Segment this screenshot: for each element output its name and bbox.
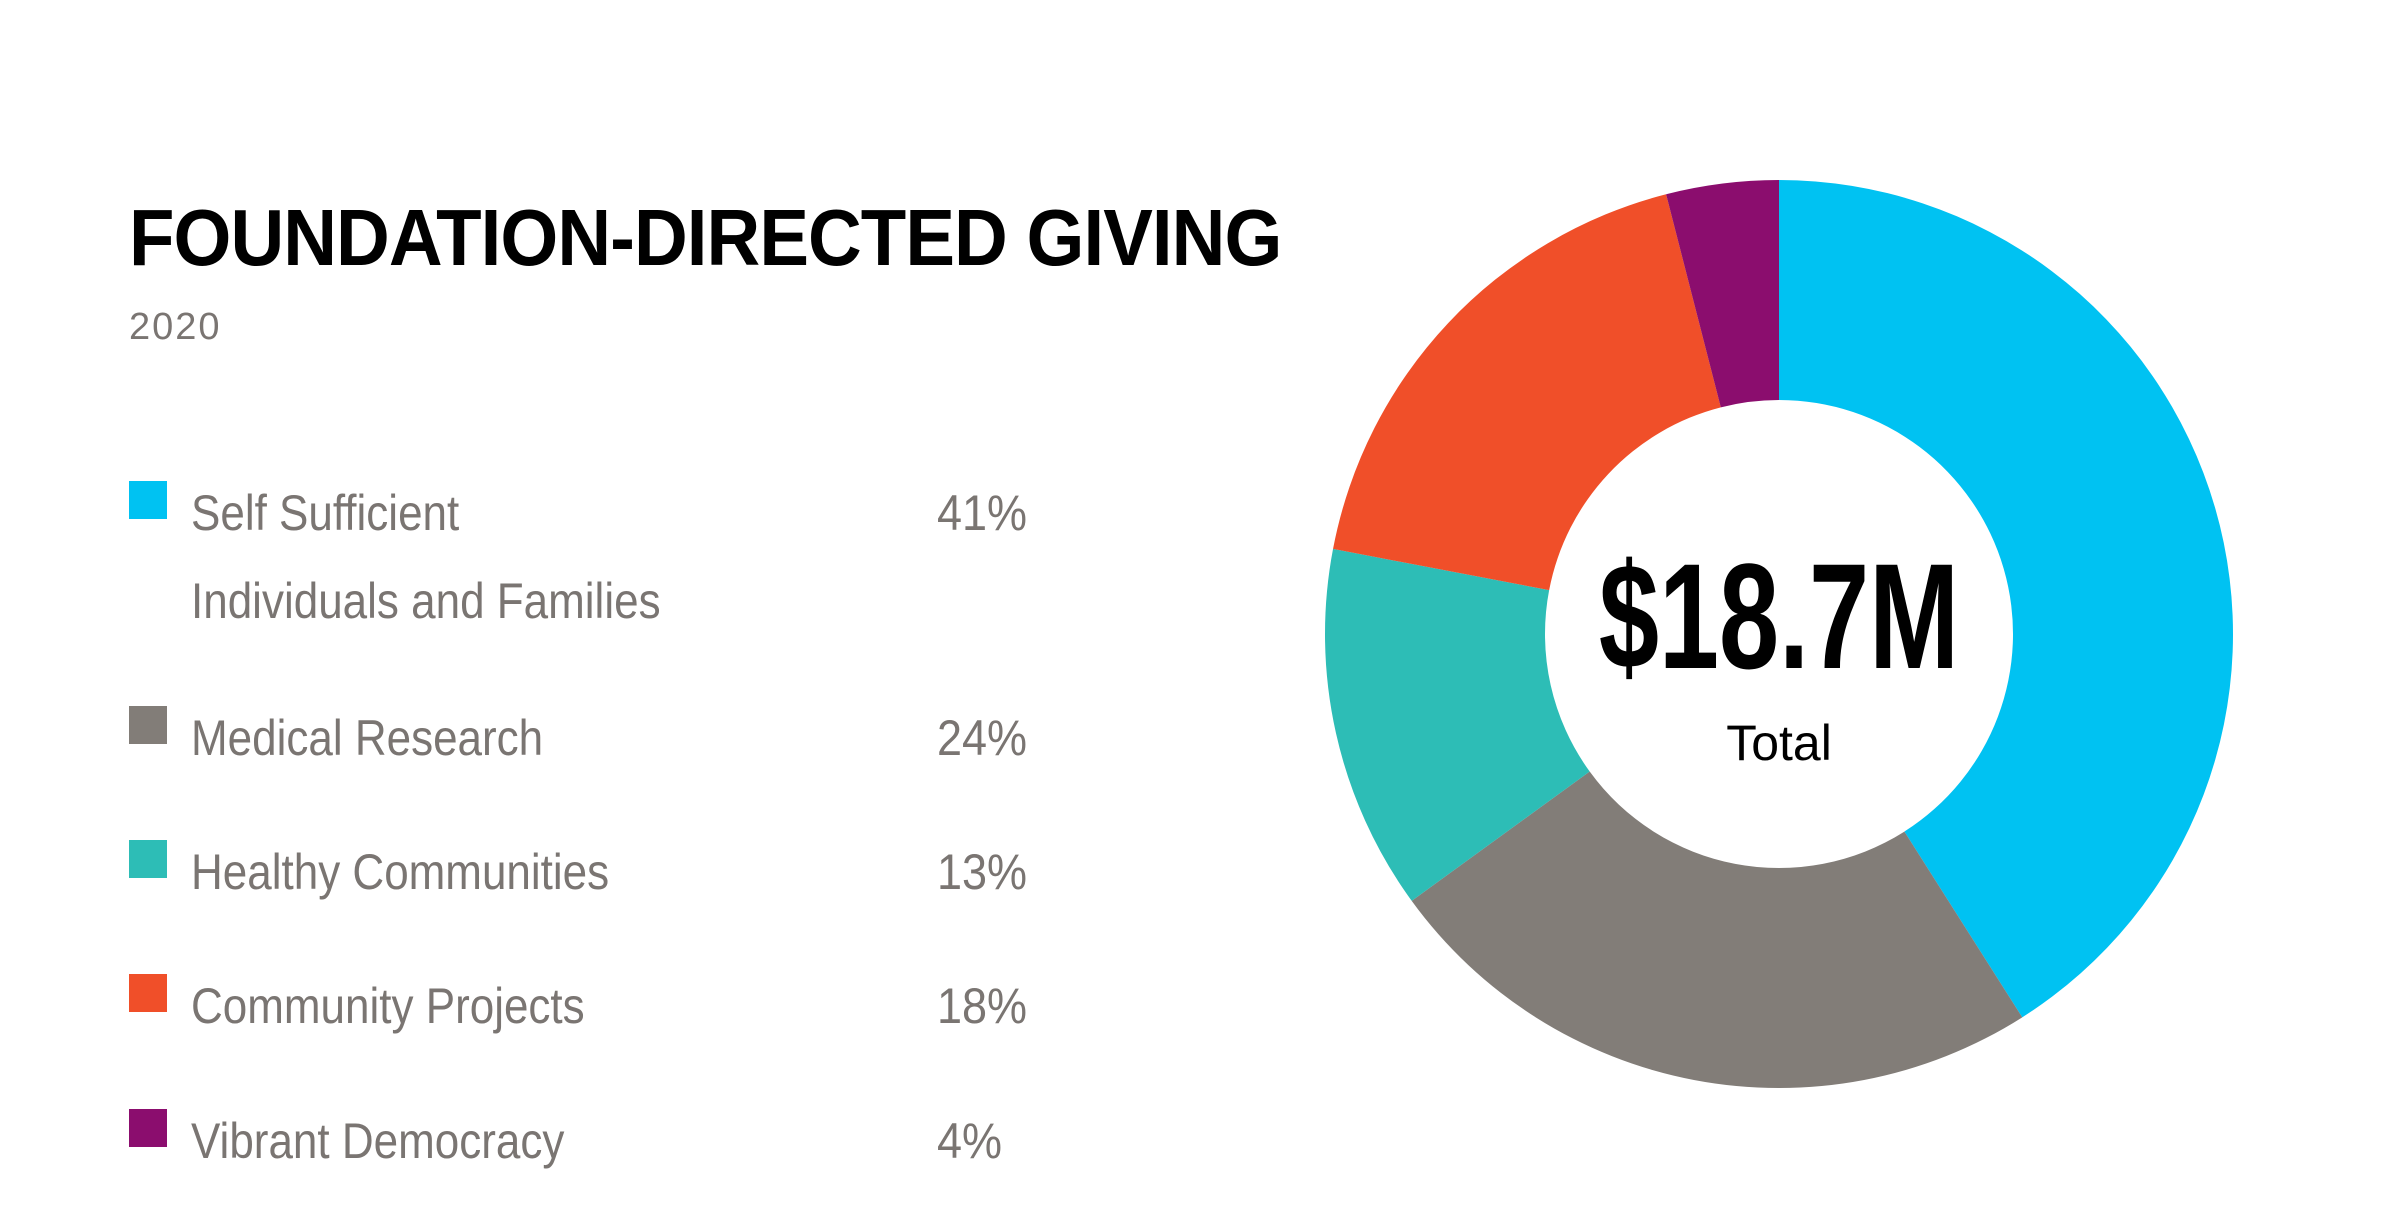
legend-label-line: Vibrant Democracy — [191, 1113, 565, 1169]
legend-label: Healthy Communities — [191, 828, 609, 916]
center-label: Total — [1726, 715, 1832, 771]
legend-swatch — [129, 1109, 167, 1147]
donut-slice-5 — [1666, 180, 1779, 408]
legend-swatch — [129, 481, 167, 519]
legend-label-line: Healthy Communities — [191, 844, 610, 900]
center-value: $18.7M — [1599, 533, 1959, 701]
donut-slice-1 — [1779, 180, 2234, 1018]
legend-swatch — [129, 974, 167, 1012]
legend-label: Community Projects — [191, 962, 585, 1050]
chart-title: FOUNDATION-DIRECTED GIVING — [129, 193, 1282, 282]
legend-value: 4% — [937, 1113, 1003, 1169]
donut-slice-2 — [1411, 771, 2023, 1088]
legend-swatch — [129, 706, 167, 744]
donut-slice-4 — [1333, 194, 1721, 591]
legend-swatch — [129, 840, 167, 878]
legend-label: Vibrant Democracy — [191, 1097, 564, 1185]
chart-subtitle: 2020 — [129, 306, 222, 348]
legend-label-line: Individuals and Families — [191, 573, 661, 629]
legend-value: 24% — [937, 710, 1028, 766]
legend-label-line: Community Projects — [191, 978, 585, 1034]
legend-label: Medical Research — [191, 694, 543, 782]
legend-label-line: Medical Research — [191, 710, 544, 766]
donut-slice-3 — [1325, 548, 1590, 901]
legend-label: Self Sufficient Individuals and Families — [191, 469, 661, 645]
legend-value: 18% — [937, 978, 1028, 1034]
legend-value: 13% — [937, 844, 1028, 900]
legend-label-line: Self Sufficient — [191, 485, 460, 541]
legend-value: 41% — [937, 485, 1028, 541]
